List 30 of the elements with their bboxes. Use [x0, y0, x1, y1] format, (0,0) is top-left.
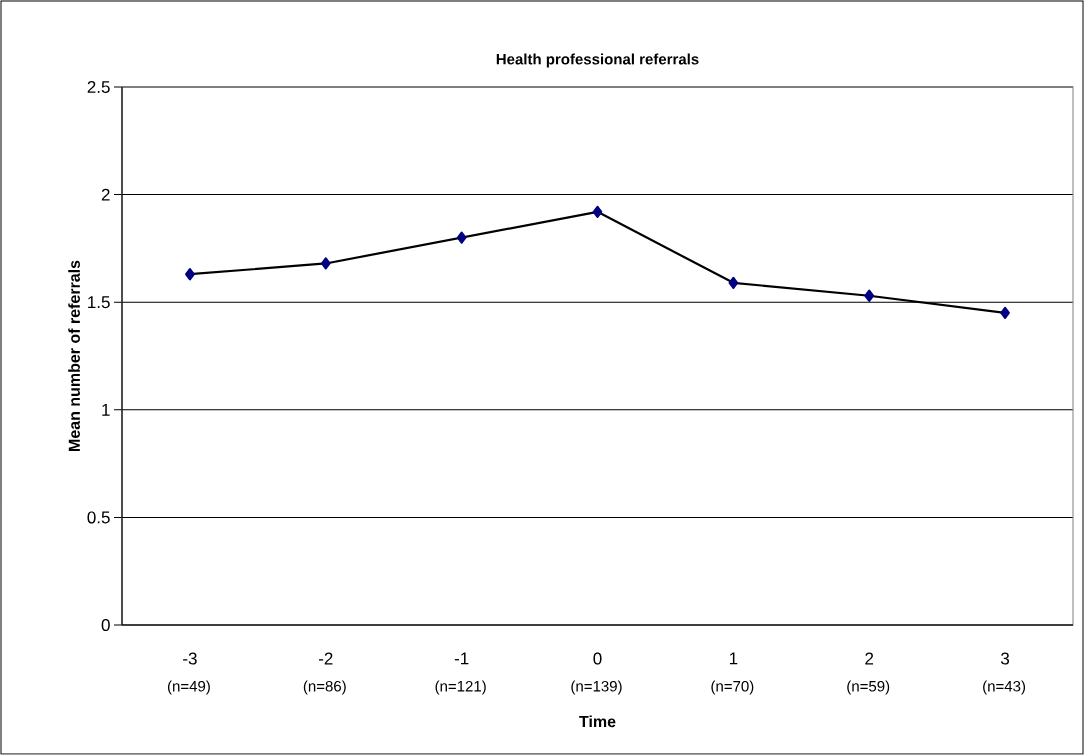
point	[320, 257, 331, 270]
x-tick-label: -1	[454, 652, 469, 665]
text: (n=70)	[711, 680, 754, 695]
text: (n=86)	[303, 680, 346, 695]
x-axis-title: Time	[579, 715, 616, 728]
y-tick-label: 0	[101, 618, 110, 632]
text: (n=121)	[435, 680, 486, 695]
chart-title: Health professional referrals	[496, 53, 699, 68]
x-tick-label: -2	[318, 652, 333, 665]
y-tick-label: 0.5	[87, 511, 110, 524]
point	[456, 231, 467, 244]
text: (n=43)	[983, 680, 1026, 695]
y-tick-label: 1.5	[88, 296, 110, 309]
text: (n=139)	[571, 680, 622, 695]
point	[864, 289, 875, 302]
x-tick-label: 0	[593, 652, 602, 665]
x-tick-label: -3	[183, 652, 197, 665]
y-tick-label: 1	[102, 403, 110, 416]
text: (n=49)	[167, 680, 210, 695]
text: (n=59)	[847, 680, 890, 695]
x-tick-label: 1	[729, 652, 738, 665]
point	[728, 276, 739, 289]
y-tick-label: 2	[101, 188, 110, 201]
point	[1000, 306, 1010, 320]
point	[185, 268, 195, 281]
point	[592, 205, 603, 218]
x-tick-label: 2	[865, 652, 874, 665]
x-tick-label: 3	[1001, 652, 1010, 665]
y-tick-label: 2.5	[87, 80, 110, 94]
y-axis-title: Mean number of referrals	[68, 260, 80, 451]
